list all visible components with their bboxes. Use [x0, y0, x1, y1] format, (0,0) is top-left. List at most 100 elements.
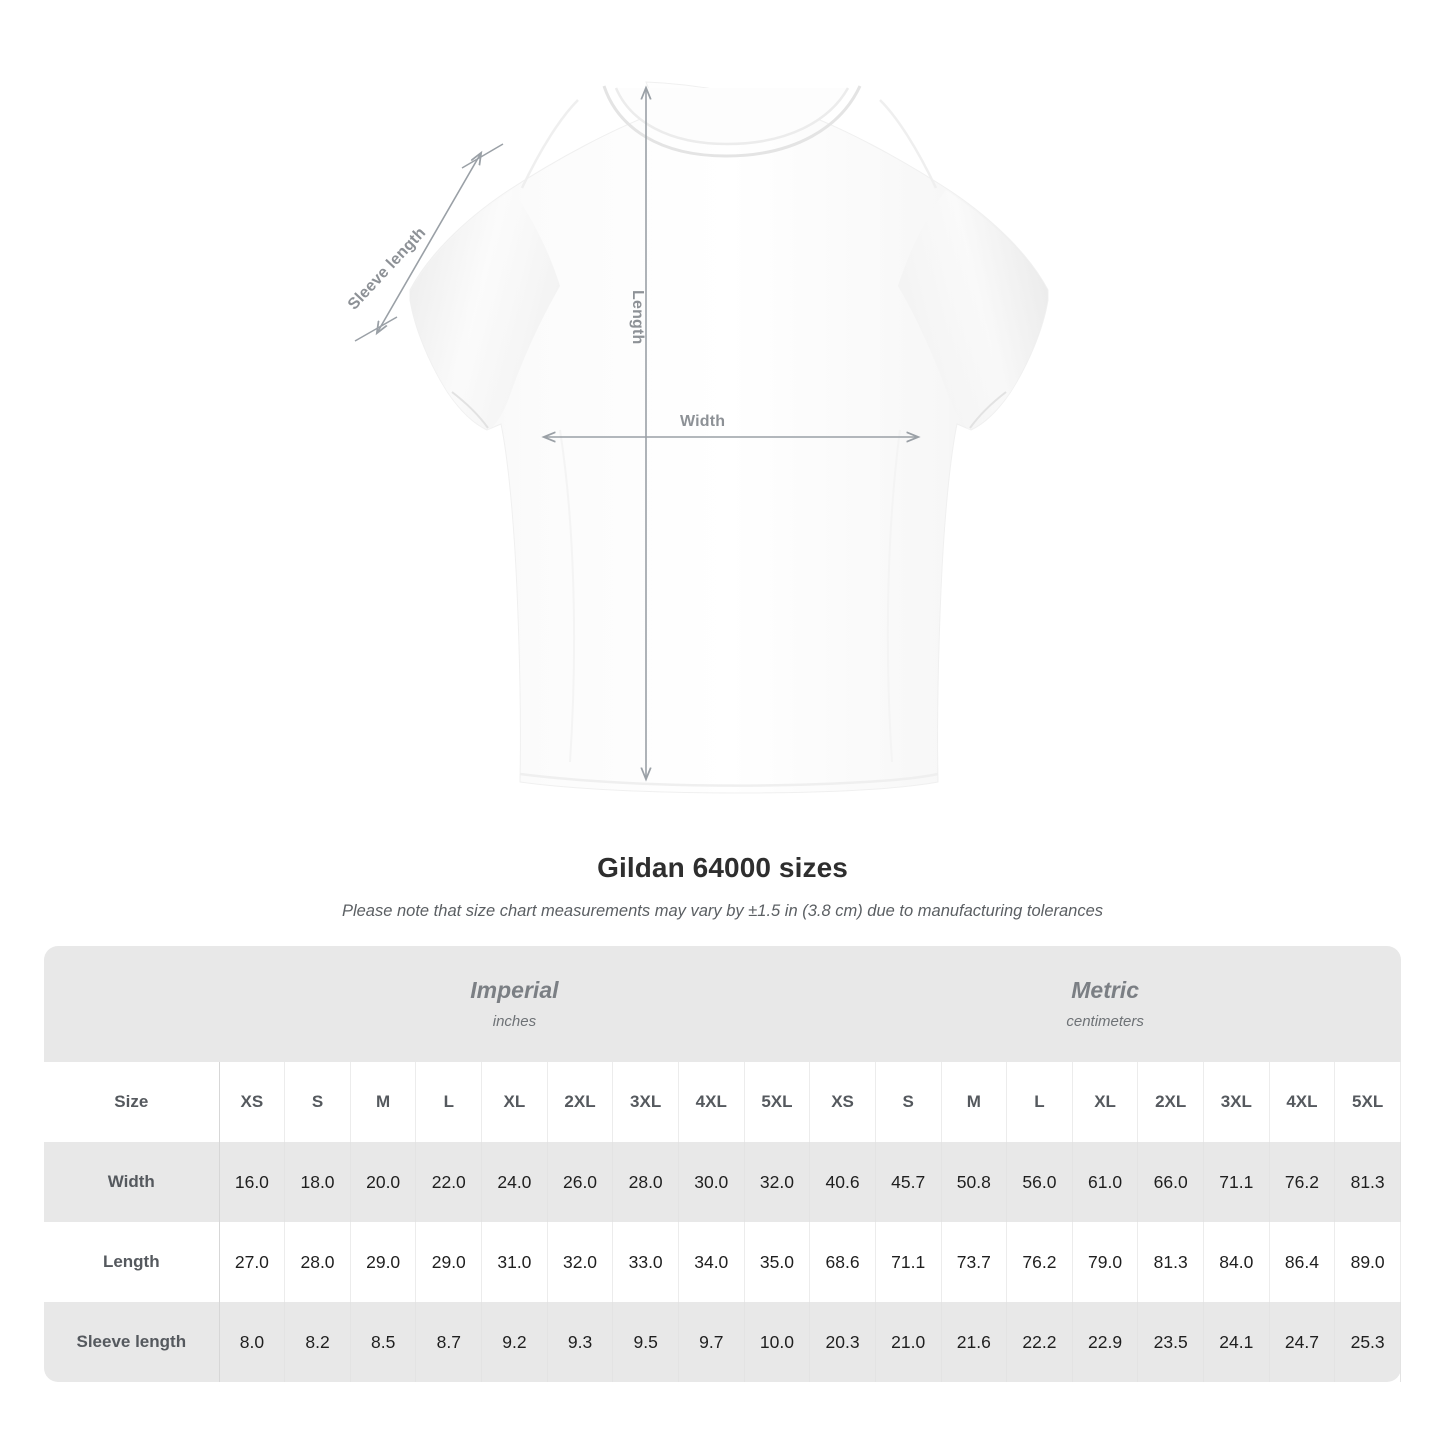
size-header-metric-xs: XS: [809, 1062, 876, 1142]
cell-imperial: 9.2: [481, 1302, 548, 1382]
cell-metric: 45.7: [875, 1142, 942, 1222]
cell-metric: 20.3: [809, 1302, 876, 1382]
cell-imperial: 9.7: [678, 1302, 745, 1382]
table-row: Length 27.0 28.0 29.0 29.0 31.0 32.0 33.0 34.0 35…: [44, 1222, 1401, 1302]
cell-metric: 68.6: [809, 1222, 876, 1302]
unit-cell-imperial: Imperial inches: [219, 946, 810, 1062]
size-header-imperial-2xl: 2XL: [547, 1062, 614, 1142]
size-header-label: Size: [44, 1062, 220, 1142]
size-header-metric-2xl: 2XL: [1137, 1062, 1204, 1142]
size-header-metric-xl: XL: [1072, 1062, 1139, 1142]
cell-metric: 22.2: [1006, 1302, 1073, 1382]
size-header-metric-5xl: 5XL: [1334, 1062, 1401, 1142]
size-header-imperial-4xl: 4XL: [678, 1062, 745, 1142]
sleeve-cap-bottom: [354, 316, 398, 342]
cell-imperial: 32.0: [744, 1142, 811, 1222]
cell-imperial: 8.2: [284, 1302, 351, 1382]
unit-imperial-name: Imperial: [470, 977, 559, 1004]
unit-metric-sub: centimeters: [1066, 1012, 1144, 1030]
cell-metric: 21.0: [875, 1302, 942, 1382]
unit-cell-metric: Metric centimeters: [809, 946, 1401, 1062]
cell-metric: 86.4: [1269, 1222, 1336, 1302]
row-label-sleeve-length: Sleeve length: [44, 1302, 220, 1382]
unit-band-spacer: [44, 946, 220, 1062]
tshirt-illustration: [354, 81, 1049, 794]
table-row: Width 16.0 18.0 20.0 22.0 24.0 26.0 28.0 30.0 32.…: [44, 1142, 1401, 1222]
cell-imperial: 9.5: [612, 1302, 679, 1382]
cell-imperial: 9.3: [547, 1302, 614, 1382]
cell-metric: 56.0: [1006, 1142, 1073, 1222]
cell-metric: 23.5: [1137, 1302, 1204, 1382]
size-chart-table-wrapper: Imperial inches Metric centimeters Size …: [44, 946, 1401, 1382]
cell-imperial: 30.0: [678, 1142, 745, 1222]
sleeve-arrow: [377, 153, 481, 333]
size-header-imperial-m: M: [350, 1062, 417, 1142]
size-header-imperial-l: L: [415, 1062, 483, 1142]
cell-metric: 76.2: [1269, 1142, 1336, 1222]
size-header-imperial-xl: XL: [481, 1062, 548, 1142]
cell-metric: 71.1: [875, 1222, 942, 1302]
cell-imperial: 26.0: [547, 1142, 614, 1222]
tolerance-note: Please note that size chart measurements…: [341, 902, 1104, 920]
cell-metric: 81.3: [1137, 1222, 1204, 1302]
cell-imperial: 34.0: [678, 1222, 745, 1302]
cell-imperial: 24.0: [481, 1142, 548, 1222]
size-chart-table: Imperial inches Metric centimeters Size …: [44, 946, 1401, 1382]
cell-metric: 79.0: [1072, 1222, 1139, 1302]
cell-metric: 21.6: [941, 1302, 1008, 1382]
cell-imperial: 10.0: [744, 1302, 811, 1382]
table-row: Sleeve length 8.0 8.2 8.5 8.7 9.2 9.3 9.5 9.7 10.…: [44, 1302, 1401, 1382]
cell-metric: 24.1: [1203, 1302, 1270, 1382]
page-title: Gildan 64000 sizes: [597, 852, 848, 883]
size-header-metric-m: M: [941, 1062, 1008, 1142]
size-header-metric-s: S: [875, 1062, 942, 1142]
cell-imperial: 33.0: [612, 1222, 679, 1302]
cell-metric: 73.7: [941, 1222, 1008, 1302]
size-header-imperial-s: S: [284, 1062, 351, 1142]
cell-imperial: 28.0: [612, 1142, 679, 1222]
size-header-imperial-3xl: 3XL: [612, 1062, 679, 1142]
cell-metric: 76.2: [1006, 1222, 1073, 1302]
size-header-metric-3xl: 3XL: [1203, 1062, 1270, 1142]
cell-imperial: 22.0: [415, 1142, 483, 1222]
cell-imperial: 35.0: [744, 1222, 811, 1302]
size-header-metric-4xl: 4XL: [1269, 1062, 1336, 1142]
cell-imperial: 32.0: [547, 1222, 614, 1302]
cell-metric: 81.3: [1334, 1142, 1401, 1222]
cell-imperial: 16.0: [219, 1142, 286, 1222]
row-label-length: Length: [44, 1222, 220, 1302]
length-label: Length: [629, 290, 646, 345]
size-header-imperial-xs: XS: [219, 1062, 286, 1142]
cell-imperial: 20.0: [350, 1142, 417, 1222]
cell-imperial: 18.0: [284, 1142, 351, 1222]
unit-imperial-sub: inches: [492, 1012, 537, 1030]
cell-metric: 25.3: [1334, 1302, 1401, 1382]
cell-metric: 40.6: [809, 1142, 876, 1222]
cell-metric: 22.9: [1072, 1302, 1139, 1382]
unit-metric-name: Metric: [1071, 977, 1139, 1004]
cell-metric: 50.8: [941, 1142, 1008, 1222]
cell-metric: 71.1: [1203, 1142, 1270, 1222]
cell-metric: 61.0: [1072, 1142, 1139, 1222]
cell-imperial: 8.0: [219, 1302, 286, 1382]
row-label-width: Width: [44, 1142, 220, 1222]
sleeve-cap-top: [461, 143, 504, 169]
size-header-row: Size XS S M L XL 2XL 3XL 4XL 5XL XS S M L XL 2XL 3XL 4XL…: [44, 1062, 1401, 1142]
cell-imperial: 27.0: [219, 1222, 286, 1302]
width-label: Width: [680, 413, 726, 430]
title-block: Gildan 64000 sizes Please note that size…: [0, 830, 1445, 921]
cell-imperial: 29.0: [415, 1222, 483, 1302]
cell-imperial: 29.0: [350, 1222, 417, 1302]
cell-imperial: 28.0: [284, 1222, 351, 1302]
size-header-metric-l: L: [1006, 1062, 1073, 1142]
measure-guides: [354, 88, 918, 779]
cell-imperial: 31.0: [481, 1222, 548, 1302]
cell-metric: 84.0: [1203, 1222, 1270, 1302]
cell-metric: 89.0: [1334, 1222, 1401, 1302]
unit-band-row: Imperial inches Metric centimeters: [44, 946, 1401, 1062]
cell-metric: 66.0: [1137, 1142, 1204, 1222]
cell-metric: 24.7: [1269, 1302, 1336, 1382]
cell-imperial: 8.7: [415, 1302, 483, 1382]
tshirt-diagram: Width Length Sleeve length: [345, 81, 1049, 794]
cell-imperial: 8.5: [350, 1302, 417, 1382]
